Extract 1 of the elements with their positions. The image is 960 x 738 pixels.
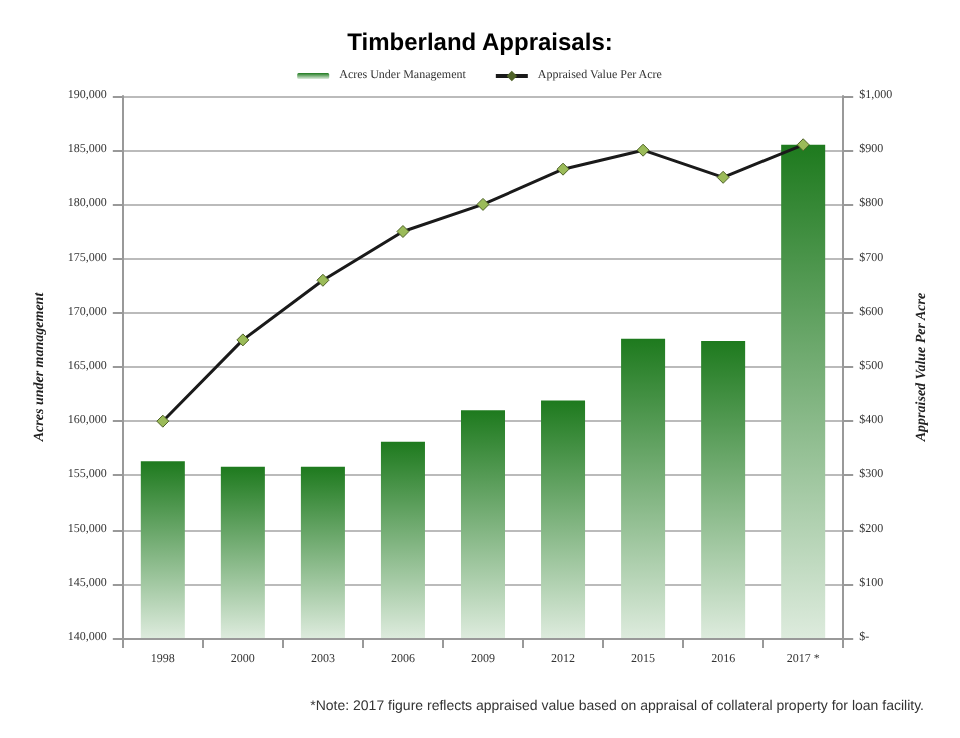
- chart-title: Timberland Appraisals:: [347, 28, 613, 56]
